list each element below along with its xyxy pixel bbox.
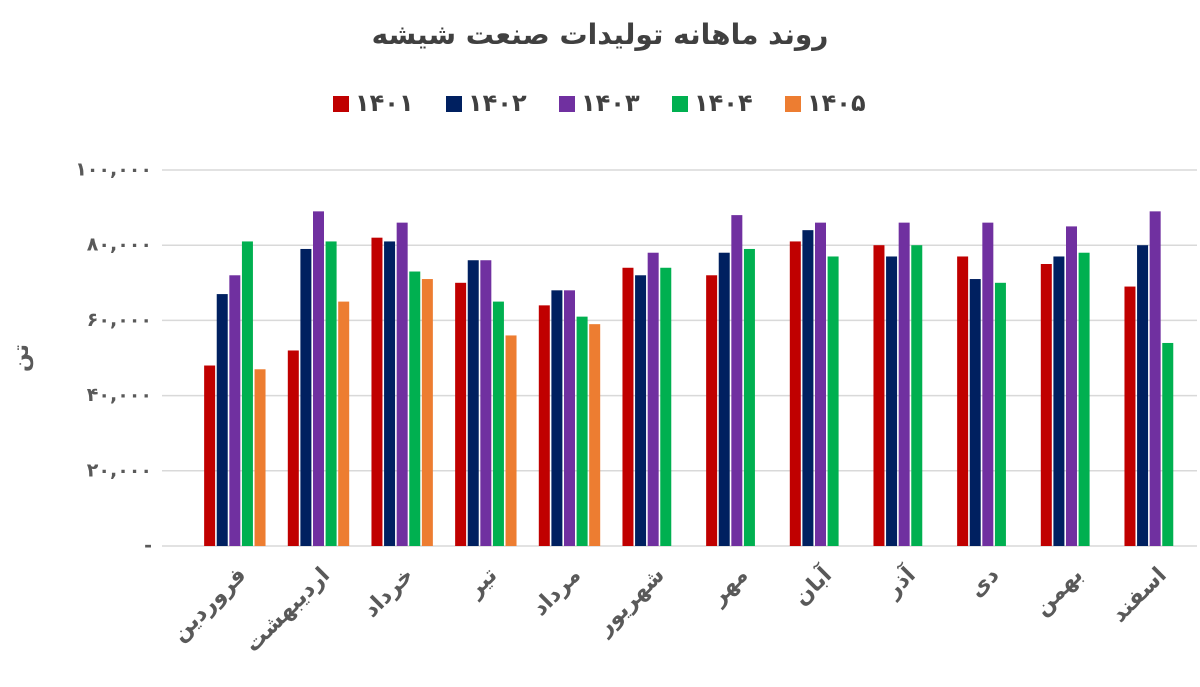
bar bbox=[802, 230, 814, 546]
x-tick-label: آذر bbox=[878, 560, 921, 603]
bar bbox=[204, 365, 216, 546]
bar bbox=[1162, 342, 1174, 546]
x-tick-label: آبان bbox=[787, 560, 837, 610]
chart-title: روند ماهانه تولیدات صنعت شیشه bbox=[372, 18, 829, 51]
x-tick-label: اسفند bbox=[1107, 563, 1172, 628]
bar bbox=[994, 282, 1006, 546]
y-tick-label: ۱۰۰,۰۰۰ bbox=[75, 159, 152, 181]
bar bbox=[371, 237, 383, 546]
bar bbox=[254, 369, 266, 546]
legend-label: ۱۴۰۲ bbox=[468, 89, 527, 117]
x-tick-label: خرداد bbox=[359, 563, 419, 623]
bar bbox=[538, 305, 550, 546]
x-tick-label: اردیبهشت bbox=[240, 563, 335, 658]
bar bbox=[789, 241, 801, 546]
y-tick-label: ۲۰,۰۰۰ bbox=[87, 459, 152, 481]
bar bbox=[1040, 264, 1052, 546]
bar bbox=[300, 248, 312, 546]
bar bbox=[635, 275, 647, 546]
bar bbox=[480, 260, 492, 546]
x-tick-label: فروردین bbox=[167, 563, 251, 647]
bar bbox=[1078, 252, 1090, 546]
bar bbox=[492, 301, 504, 546]
bar bbox=[384, 241, 396, 546]
x-tick-label: شهریور bbox=[591, 563, 669, 641]
bar bbox=[505, 335, 517, 546]
bar bbox=[886, 256, 898, 546]
bar bbox=[216, 294, 228, 546]
legend-label: ۱۴۰۴ bbox=[694, 89, 753, 117]
legend-swatch bbox=[672, 96, 688, 112]
x-tick-label: دی bbox=[964, 563, 1004, 603]
bar bbox=[396, 222, 408, 546]
legend-label: ۱۴۰۱ bbox=[355, 89, 414, 117]
bar bbox=[467, 260, 479, 546]
bar bbox=[1124, 286, 1136, 546]
bar bbox=[421, 279, 433, 546]
bar bbox=[455, 282, 467, 546]
bar bbox=[1149, 211, 1161, 547]
bar bbox=[827, 256, 839, 546]
bar bbox=[229, 275, 241, 546]
bar bbox=[1053, 256, 1065, 546]
y-tick-label: ۸۰,۰۰۰ bbox=[87, 234, 152, 256]
bar bbox=[551, 290, 563, 546]
bar bbox=[706, 275, 718, 546]
x-tick-label: تیر bbox=[462, 563, 502, 603]
bar bbox=[731, 215, 743, 546]
legend-swatch bbox=[333, 96, 349, 112]
bar bbox=[564, 290, 575, 546]
bar bbox=[660, 267, 672, 546]
bar bbox=[957, 256, 969, 546]
y-tick-label: ۶۰,۰۰۰ bbox=[87, 309, 152, 331]
bar bbox=[1066, 226, 1077, 546]
bar bbox=[1137, 245, 1149, 546]
x-tick-label: بهمن bbox=[1030, 563, 1088, 621]
x-tick-label: مرداد bbox=[528, 563, 586, 621]
bar bbox=[911, 245, 923, 546]
bar bbox=[241, 241, 253, 546]
bar bbox=[313, 211, 324, 547]
bar bbox=[287, 350, 299, 546]
bar bbox=[873, 245, 885, 546]
y-tick-label: - bbox=[144, 535, 152, 557]
y-axis-label: تن bbox=[9, 344, 34, 372]
bar bbox=[969, 279, 981, 546]
legend-swatch bbox=[785, 96, 801, 112]
legend-label: ۱۴۰۵ bbox=[807, 89, 866, 117]
bar bbox=[982, 222, 994, 546]
bar bbox=[622, 267, 634, 546]
legend-swatch bbox=[559, 96, 575, 112]
bar bbox=[647, 252, 659, 546]
bar bbox=[589, 324, 601, 546]
bar bbox=[576, 316, 588, 546]
bar bbox=[718, 252, 730, 546]
bar bbox=[325, 241, 337, 546]
bar bbox=[409, 271, 421, 546]
bar bbox=[815, 222, 826, 546]
bar bbox=[338, 301, 350, 546]
y-tick-label: ۴۰,۰۰۰ bbox=[87, 384, 152, 406]
bar bbox=[743, 248, 755, 546]
legend-label: ۱۴۰۳ bbox=[581, 89, 640, 117]
legend-swatch bbox=[446, 96, 462, 112]
bar bbox=[898, 222, 910, 546]
x-tick-label: مهر bbox=[705, 563, 753, 611]
